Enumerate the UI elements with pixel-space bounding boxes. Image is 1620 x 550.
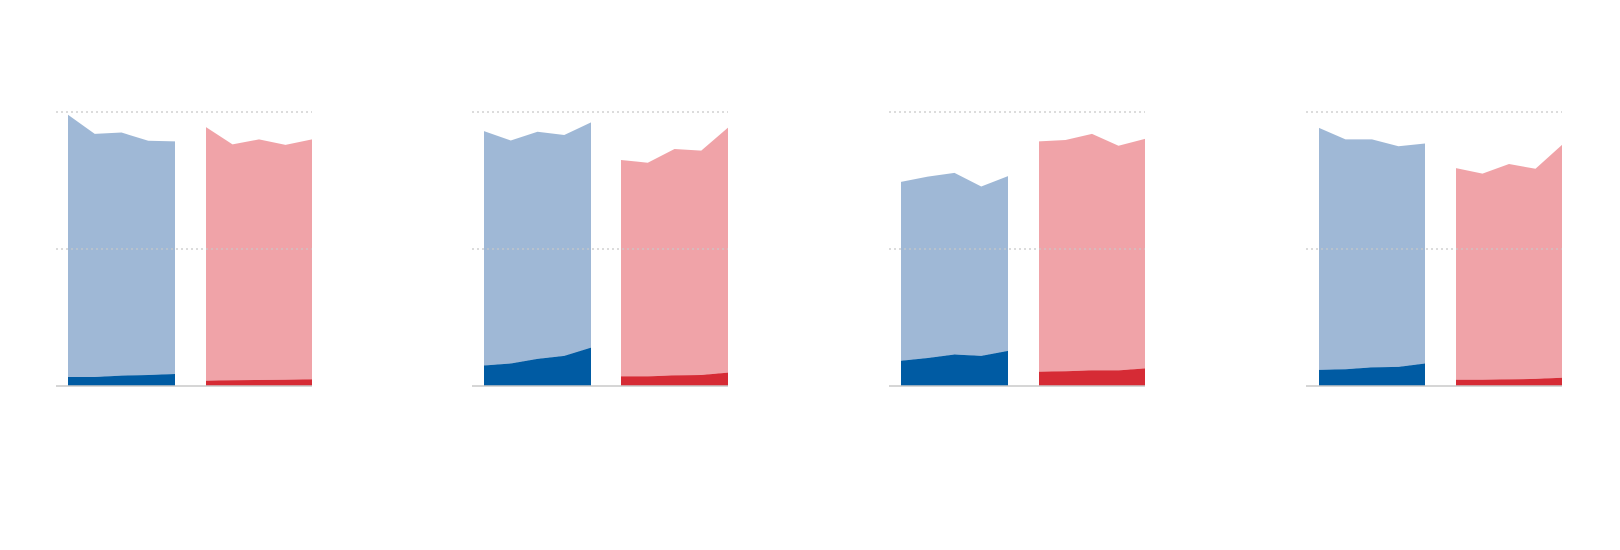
panel-3-blue-base-area	[901, 350, 1008, 386]
panel-1-blue-base-area	[68, 373, 175, 386]
panel-1-red-base-area	[206, 379, 312, 386]
panel-1-blue-upper-area	[68, 114, 175, 377]
panel-4-red-upper-area	[1456, 144, 1562, 380]
panel-2-blue-upper-area	[484, 122, 591, 366]
panel-2-blue-base-area	[484, 347, 591, 386]
panel-3-blue-upper-area	[901, 172, 1008, 361]
panel-3-red-base-area	[1039, 368, 1145, 386]
panel-4-red-base-area	[1456, 377, 1562, 386]
panel-3-red-upper-area	[1039, 133, 1145, 372]
panel-2-red-base-area	[621, 372, 728, 386]
panel-2-red-upper-area	[621, 127, 728, 377]
panel-4-blue-base-area	[1319, 363, 1425, 386]
panel-1-red-upper-area	[206, 127, 312, 381]
